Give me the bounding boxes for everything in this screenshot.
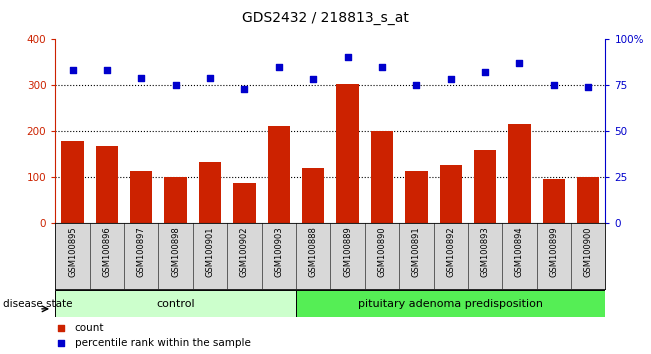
Text: control: control xyxy=(156,298,195,309)
Text: GSM100893: GSM100893 xyxy=(480,226,490,277)
Point xyxy=(136,75,146,80)
Point xyxy=(342,55,353,60)
Point xyxy=(480,69,490,75)
Point xyxy=(308,76,318,82)
Bar xyxy=(474,150,496,223)
Bar xyxy=(130,171,152,223)
Text: GDS2432 / 218813_s_at: GDS2432 / 218813_s_at xyxy=(242,11,409,25)
Text: GSM100902: GSM100902 xyxy=(240,226,249,277)
Bar xyxy=(296,290,605,317)
Bar xyxy=(337,84,359,223)
Bar xyxy=(371,131,393,223)
Text: GSM100899: GSM100899 xyxy=(549,226,559,277)
Text: pituitary adenoma predisposition: pituitary adenoma predisposition xyxy=(358,298,543,309)
Point xyxy=(273,64,284,69)
Point xyxy=(583,84,594,90)
Bar xyxy=(199,162,221,223)
Bar xyxy=(268,126,290,223)
Point xyxy=(67,67,77,73)
Text: disease state: disease state xyxy=(3,298,73,309)
Text: count: count xyxy=(75,322,104,332)
Text: GSM100896: GSM100896 xyxy=(102,226,111,277)
Point xyxy=(377,64,387,69)
Bar xyxy=(508,124,531,223)
Point xyxy=(445,76,456,82)
Text: GSM100889: GSM100889 xyxy=(343,226,352,277)
Point xyxy=(239,86,249,91)
Text: GSM100897: GSM100897 xyxy=(137,226,146,277)
Text: GSM100900: GSM100900 xyxy=(584,226,593,277)
Text: GSM100898: GSM100898 xyxy=(171,226,180,277)
Bar xyxy=(543,179,565,223)
Point xyxy=(102,67,112,73)
Point xyxy=(514,60,525,66)
Text: GSM100890: GSM100890 xyxy=(378,226,387,277)
Text: percentile rank within the sample: percentile rank within the sample xyxy=(75,338,251,348)
Point xyxy=(205,75,215,80)
Bar xyxy=(233,183,256,223)
Bar xyxy=(439,165,462,223)
Point xyxy=(549,82,559,88)
Bar xyxy=(165,177,187,223)
Text: GSM100892: GSM100892 xyxy=(446,226,455,277)
Text: GSM100903: GSM100903 xyxy=(274,226,283,277)
Text: GSM100891: GSM100891 xyxy=(412,226,421,277)
Bar xyxy=(577,177,600,223)
Point xyxy=(375,268,385,274)
Point xyxy=(411,82,422,88)
Bar xyxy=(61,141,84,223)
Text: GSM100894: GSM100894 xyxy=(515,226,524,277)
Text: GSM100888: GSM100888 xyxy=(309,226,318,277)
Bar xyxy=(55,290,296,317)
Bar xyxy=(96,146,118,223)
Bar xyxy=(405,171,428,223)
Text: GSM100895: GSM100895 xyxy=(68,226,77,277)
Bar xyxy=(302,168,324,223)
Point xyxy=(375,123,385,129)
Text: GSM100901: GSM100901 xyxy=(206,226,215,277)
Point xyxy=(171,82,181,88)
